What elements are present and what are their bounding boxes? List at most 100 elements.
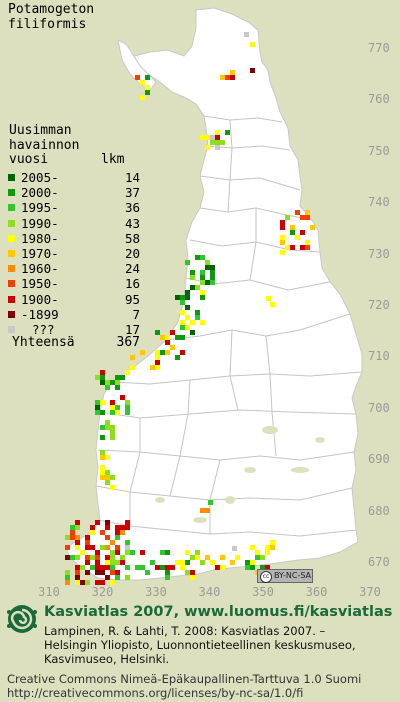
occurrence-square: [185, 570, 190, 575]
occurrence-square: [85, 570, 90, 575]
occurrence-square: [180, 320, 185, 325]
occurrence-square: [105, 420, 110, 425]
legend-total-count: 367: [116, 335, 140, 350]
occurrence-square: [70, 530, 75, 535]
occurrence-square: [140, 550, 145, 555]
citation-line: Kasvimuseo, Helsinki.: [44, 652, 170, 666]
occurrence-square: [170, 330, 175, 335]
x-tick-label: 310: [38, 585, 60, 599]
occurrence-square: [115, 410, 120, 415]
occurrence-square: [75, 545, 80, 550]
occurrence-square: [265, 550, 270, 555]
occurrence-square: [210, 140, 215, 145]
occurrence-square: [125, 520, 130, 525]
occurrence-square: [215, 130, 220, 135]
occurrence-square: [270, 540, 275, 545]
occurrence-square: [280, 220, 285, 225]
occurrence-square: [75, 580, 80, 585]
occurrence-square: [100, 425, 105, 430]
occurrence-square: [85, 555, 90, 560]
occurrence-square: [110, 425, 115, 430]
site-title-link[interactable]: Kasviatlas 2007, www.luomus.fi/kasviatla…: [44, 604, 393, 620]
occurrence-square: [175, 560, 180, 565]
occurrence-square: [115, 545, 120, 550]
y-tick-label: 690: [368, 452, 390, 467]
legend-swatch: [8, 250, 15, 257]
occurrence-square: [110, 475, 115, 480]
occurrence-square: [110, 540, 115, 545]
occurrence-square: [130, 355, 135, 360]
legend-label: 2000-: [21, 185, 59, 201]
occurrence-square: [160, 565, 165, 570]
occurrence-square: [155, 330, 160, 335]
occurrence-square: [165, 550, 170, 555]
occurrence-square: [260, 555, 265, 560]
occurrence-square: [125, 575, 130, 580]
occurrence-square: [270, 545, 275, 550]
occurrence-square: [95, 375, 100, 380]
occurrence-square: [105, 520, 110, 525]
occurrence-square: [115, 405, 120, 410]
occurrence-square: [200, 135, 205, 140]
legend-swatch: [8, 265, 15, 273]
occurrence-square: [165, 350, 170, 355]
occurrence-square: [210, 135, 215, 140]
occurrence-square: [215, 565, 220, 570]
occurrence-square: [75, 575, 80, 580]
occurrence-square: [165, 565, 170, 570]
occurrence-square: [95, 410, 100, 415]
occurrence-square: [205, 508, 210, 513]
occurrence-square: [195, 315, 200, 320]
occurrence-square: [95, 550, 100, 555]
x-tick-label: 370: [359, 585, 381, 599]
occurrence-square: [115, 560, 120, 565]
occurrence-square: [180, 300, 185, 305]
occurrence-square: [105, 560, 110, 565]
occurrence-square: [100, 400, 105, 405]
occurrence-square: [80, 565, 85, 570]
x-tick-label: 360: [305, 585, 328, 599]
occurrence-square: [125, 405, 130, 410]
legend-label: 1995-: [21, 200, 59, 216]
occurrence-square: [110, 410, 115, 415]
legend-swatch: [8, 219, 15, 227]
legend-swatch: [8, 295, 15, 303]
citation-line: Lampinen, R. & Lahti, T. 2008: Kasviatla…: [44, 624, 326, 638]
occurrence-square: [100, 530, 105, 535]
occurrence-square: [110, 550, 115, 555]
occurrence-square: [165, 340, 170, 345]
occurrence-square: [200, 280, 205, 285]
occurrence-square: [110, 380, 115, 385]
legend-count: 14: [124, 170, 140, 185]
occurrence-square: [115, 380, 120, 385]
occurrence-square: [75, 535, 80, 540]
y-tick-label: 740: [368, 195, 390, 210]
license-badge[interactable]: cc BY-NC-SA: [257, 569, 313, 583]
occurrence-square: [90, 555, 95, 560]
legend-swatch: [8, 189, 15, 197]
occurrence-square: [270, 302, 275, 307]
occurrence-square: [185, 550, 190, 555]
citation-line: Helsingin Yliopisto, Luonnontieteellinen…: [44, 638, 356, 652]
occurrence-square: [105, 425, 110, 430]
distribution-map: [65, 7, 363, 585]
occurrence-square: [105, 455, 110, 460]
occurrence-square: [65, 580, 70, 585]
occurrence-square: [245, 565, 250, 570]
legend-header-line: havainnon: [9, 137, 80, 153]
license-url-link[interactable]: http://creativecommons.org/licenses/by-n…: [7, 686, 304, 700]
occurrence-square: [150, 560, 155, 565]
occurrence-square: [145, 85, 150, 90]
occurrence-square: [135, 565, 140, 570]
y-tick-label: 770: [368, 41, 390, 55]
occurrence-square: [230, 560, 235, 565]
legend-label: 2005-: [21, 170, 59, 185]
y-tick-label: 680: [368, 503, 390, 518]
occurrence-square: [110, 435, 115, 440]
occurrence-square: [105, 385, 110, 390]
occurrence-square: [100, 450, 105, 455]
occurrence-square: [125, 370, 130, 375]
internal-borders: [95, 115, 363, 537]
occurrence-square: [110, 580, 115, 585]
occurrence-square: [225, 130, 230, 135]
